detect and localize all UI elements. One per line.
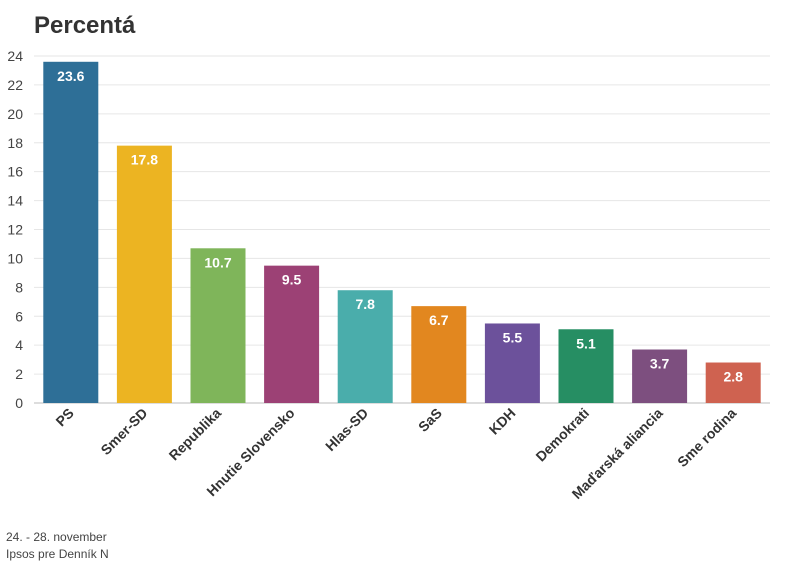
bar-0 bbox=[43, 61, 99, 404]
chart-footer: 24. - 28. november Ipsos pre Denník N bbox=[6, 529, 109, 563]
survey-date: 24. - 28. november bbox=[6, 530, 107, 544]
data-label: 17.8 bbox=[131, 152, 158, 168]
y-tick-label: 2 bbox=[15, 366, 23, 382]
y-tick-label: 16 bbox=[7, 164, 23, 180]
x-tick-label: Demokrati bbox=[532, 405, 592, 465]
y-tick-label: 20 bbox=[7, 106, 23, 122]
y-tick-label: 10 bbox=[7, 250, 23, 266]
y-tick-label: 18 bbox=[7, 135, 23, 151]
data-label: 3.7 bbox=[650, 356, 670, 372]
bar-5 bbox=[411, 306, 467, 403]
y-tick-label: 6 bbox=[15, 308, 23, 324]
data-label: 2.8 bbox=[723, 369, 743, 385]
data-label: 7.8 bbox=[355, 296, 375, 312]
y-tick-label: 22 bbox=[7, 77, 23, 93]
x-tick-label: Smer-SD bbox=[97, 405, 150, 458]
bar-1 bbox=[116, 145, 172, 403]
bar-4 bbox=[337, 290, 393, 403]
data-label: 10.7 bbox=[204, 254, 231, 270]
x-tick-label: Republika bbox=[165, 405, 224, 464]
bar-8 bbox=[632, 349, 688, 403]
x-tick-label: PS bbox=[52, 405, 77, 430]
bar-6 bbox=[484, 323, 540, 403]
bar-9 bbox=[705, 362, 761, 403]
data-label: 5.5 bbox=[503, 329, 523, 345]
bar-3 bbox=[264, 265, 320, 403]
survey-source: Ipsos pre Denník N bbox=[6, 547, 109, 561]
data-label: 5.1 bbox=[576, 335, 596, 351]
y-tick-label: 12 bbox=[7, 222, 23, 238]
bar-7 bbox=[558, 329, 614, 403]
y-tick-label: 24 bbox=[7, 48, 23, 64]
data-label: 23.6 bbox=[57, 68, 84, 84]
x-tick-label: SaS bbox=[415, 405, 445, 435]
y-tick-label: 8 bbox=[15, 279, 23, 295]
y-tick-label: 0 bbox=[15, 395, 23, 411]
y-tick-label: 4 bbox=[15, 337, 23, 353]
x-tick-label: Hlas-SD bbox=[322, 405, 371, 454]
bar-chart: 02468101214161820222423.6PS17.8Smer-SD10… bbox=[7, 48, 770, 502]
x-tick-label: Sme rodina bbox=[674, 405, 739, 470]
chart-title: Percentá bbox=[34, 12, 136, 39]
y-tick-label: 14 bbox=[7, 193, 23, 209]
x-tick-label: KDH bbox=[486, 405, 519, 438]
data-label: 6.7 bbox=[429, 312, 449, 328]
bar-2 bbox=[190, 248, 246, 403]
data-label: 9.5 bbox=[282, 272, 302, 288]
